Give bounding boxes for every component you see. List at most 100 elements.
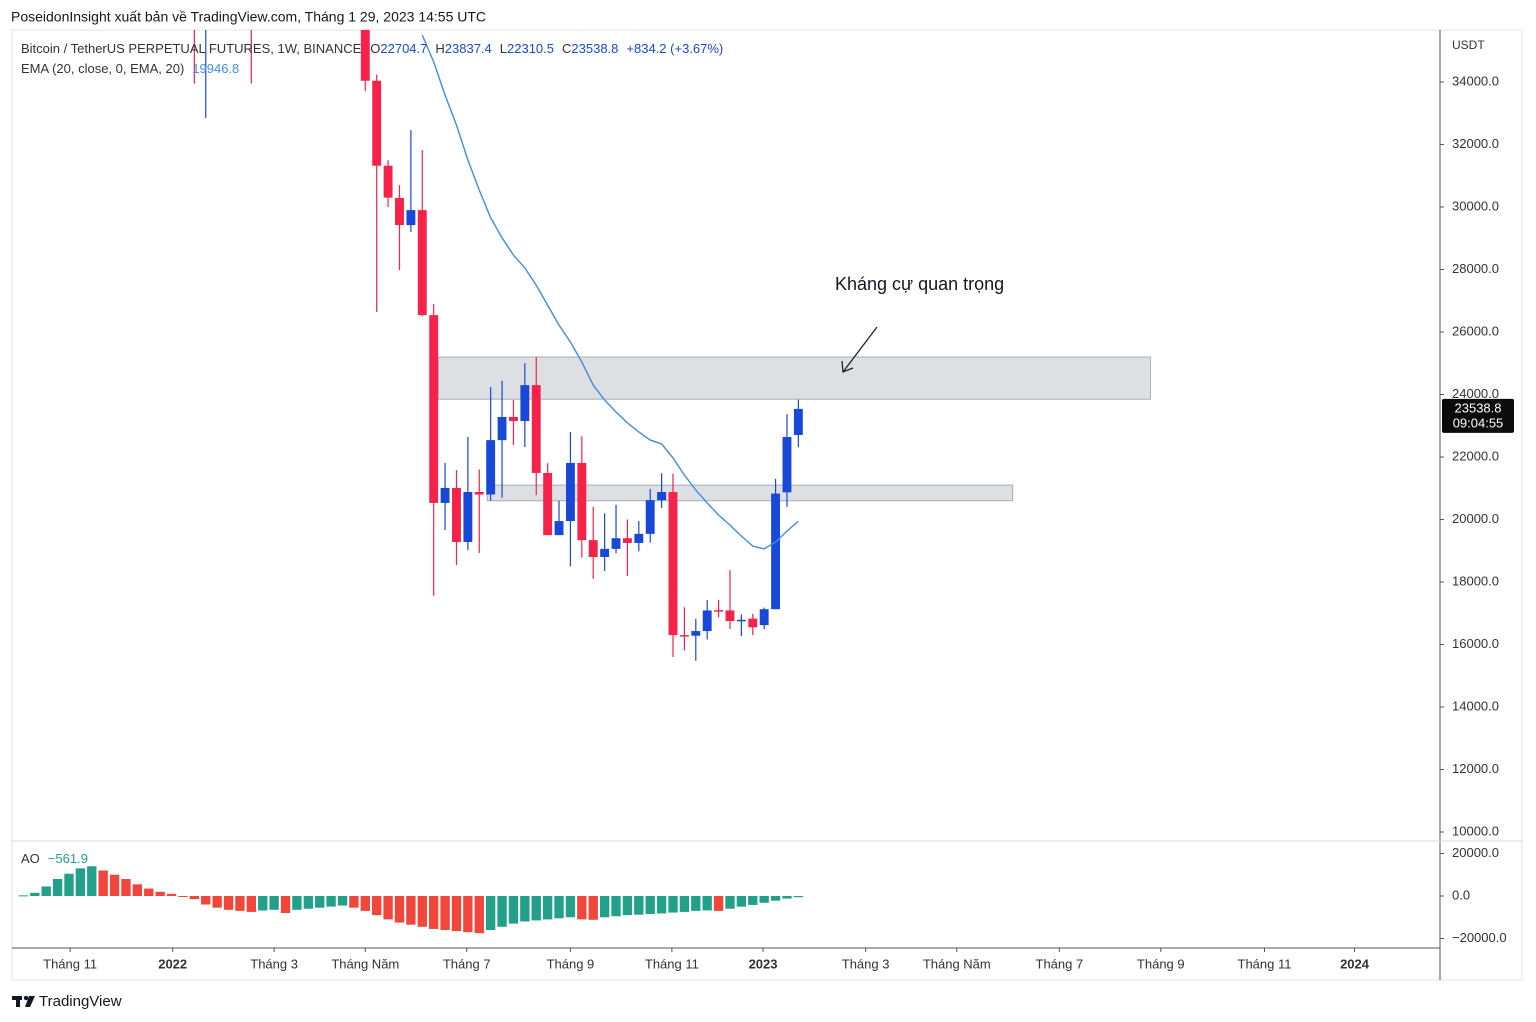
logo-part	[23, 995, 29, 1001]
unit-label: USDT	[1452, 38, 1485, 52]
candle-body	[771, 493, 781, 610]
y-tick-label: 22000.0	[1452, 448, 1499, 463]
candle-body	[793, 408, 803, 435]
countdown: 09:04:55	[1453, 415, 1504, 430]
ohlc-letter: C	[562, 41, 571, 56]
candle-body	[383, 165, 393, 198]
ao-bar	[155, 891, 165, 896]
y-tick-label: 20000.0	[1452, 511, 1499, 526]
y-tick-label: 16000.0	[1452, 636, 1499, 651]
ao-bar	[178, 895, 188, 897]
candle-body	[463, 492, 473, 542]
x-tick-label: Tháng 7	[443, 956, 491, 971]
candle-body	[520, 385, 530, 422]
ohlc-letter: O	[370, 41, 380, 56]
price-pane	[193, 30, 1152, 661]
ao-bar	[75, 868, 86, 896]
ao-bar	[52, 878, 63, 896]
candle-body	[725, 610, 735, 622]
ao-bar	[144, 888, 154, 896]
ohlc-value: 23837.4	[445, 41, 492, 56]
x-tick-label: Tháng 3	[842, 956, 890, 971]
candle-body	[543, 472, 553, 536]
ao-bar	[235, 895, 245, 911]
ao-pane	[18, 866, 804, 934]
ao-bar	[748, 895, 758, 905]
x-tick-label: Tháng Năm	[923, 956, 991, 971]
ao-bar	[520, 895, 530, 922]
y-tick-label: 24000.0	[1452, 386, 1499, 401]
x-tick-label: Tháng 3	[250, 956, 298, 971]
x-tick-label: Tháng 11	[1238, 956, 1292, 971]
candle-body	[509, 417, 518, 422]
publisher-line: PoseidonInsight xuất bản về TradingView.…	[11, 9, 486, 25]
ao-bar	[246, 895, 257, 912]
ao-bar	[303, 895, 313, 909]
x-tick-label: Tháng 9	[547, 956, 595, 971]
ema-value: 19946.8	[192, 61, 239, 76]
y-tick-label: 14000.0	[1452, 698, 1499, 713]
candle-body	[759, 609, 769, 626]
ao-bar	[645, 895, 655, 915]
ao-bar	[474, 895, 484, 934]
ao-bar	[793, 895, 804, 898]
ao-bar	[451, 895, 462, 932]
ao-bar	[668, 895, 678, 913]
annotation-arrow	[841, 326, 878, 373]
ao-bar	[429, 895, 439, 929]
candle-body	[440, 487, 450, 503]
ohlc-letter: L	[500, 41, 507, 56]
ao-bar	[679, 895, 690, 912]
ao-bar	[736, 895, 747, 907]
ao-bar	[121, 878, 131, 896]
brand-logo	[12, 995, 35, 1007]
x-tick-label: Tháng Năm	[331, 956, 399, 971]
ohlc-value: 22704.7	[380, 41, 427, 56]
candle-body	[748, 618, 758, 628]
ao-legend: AO −561.9	[21, 851, 88, 866]
ao-bar	[280, 895, 291, 913]
candle-body	[782, 437, 792, 493]
ema-legend: EMA (20, close, 0, EMA, 20) 19946.8	[21, 61, 239, 76]
ao-bar	[691, 895, 701, 911]
x-tick-label: Tháng 9	[1137, 956, 1185, 971]
ao-bar	[109, 874, 120, 896]
candle-body	[406, 210, 416, 226]
candle-body	[531, 385, 541, 473]
ao-bar	[201, 895, 211, 905]
ao-bar	[166, 893, 177, 896]
candle-body	[657, 492, 667, 501]
ao-bar	[531, 895, 541, 921]
y-tick-label: 28000.0	[1452, 261, 1499, 276]
ao-bar	[326, 895, 336, 907]
candle-body	[622, 538, 632, 543]
ao-bar	[656, 895, 667, 914]
candle-body	[736, 619, 746, 622]
candle-body	[668, 492, 678, 636]
zone	[437, 356, 1152, 400]
ema-line	[421, 34, 799, 550]
y-tick-label: 20000.0	[1452, 845, 1499, 860]
logo-part	[25, 996, 35, 1007]
ao-bar	[577, 895, 587, 920]
candle-body	[429, 315, 439, 503]
x-tick-label: Tháng 7	[1036, 956, 1084, 971]
ohlc-letter: H	[435, 41, 444, 56]
x-tick-label: Tháng 11	[43, 956, 97, 971]
brand: TradingView	[39, 993, 122, 1010]
y-tick-label: 34000.0	[1452, 73, 1499, 88]
candle-body	[714, 610, 724, 612]
y-tick-label: 32000.0	[1452, 136, 1499, 151]
y-tick-label: 30000.0	[1452, 198, 1499, 213]
ao-bar	[30, 892, 40, 896]
y-tick-label: 0.0	[1452, 887, 1470, 902]
candle-body	[474, 492, 484, 495]
ao-bar	[337, 895, 348, 906]
ema-name: EMA (20, close, 0, EMA, 20)	[21, 61, 184, 76]
arrow-shaft	[842, 326, 878, 373]
ao-bar	[349, 895, 359, 908]
ao-bar	[417, 895, 427, 927]
candle-body	[611, 538, 621, 549]
candle-body	[702, 610, 712, 632]
